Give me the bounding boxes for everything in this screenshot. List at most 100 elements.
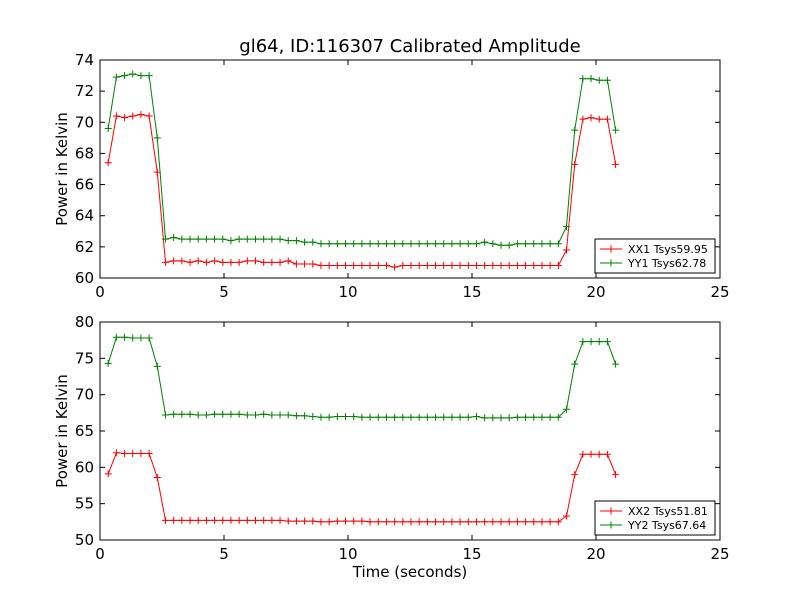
- data-point-marker: [301, 260, 309, 268]
- data-point-marker: [276, 258, 284, 266]
- data-point-marker: [358, 240, 366, 248]
- data-point-marker: [481, 414, 489, 422]
- data-point-marker: [170, 516, 178, 524]
- data-point-marker: [571, 126, 579, 134]
- x-tick-label: 10: [338, 545, 357, 563]
- data-point-marker: [309, 517, 317, 525]
- data-point-marker: [170, 257, 178, 265]
- data-point-marker: [112, 449, 120, 457]
- data-point-marker: [211, 235, 219, 243]
- data-point-marker: [612, 360, 620, 368]
- x-tick-label: 0: [95, 283, 105, 301]
- data-point-marker: [579, 450, 587, 458]
- data-point-marker: [243, 411, 251, 419]
- data-point-marker: [522, 413, 530, 421]
- x-tick-label: 0: [95, 545, 105, 563]
- data-point-marker: [145, 334, 153, 342]
- series-1: [104, 111, 620, 271]
- data-point-marker: [456, 413, 464, 421]
- y-tick-label: 66: [75, 176, 94, 194]
- data-point-marker: [382, 262, 390, 270]
- data-point-marker: [407, 518, 415, 526]
- x-tick-label: 15: [462, 545, 481, 563]
- data-point-marker: [161, 516, 169, 524]
- data-point-marker: [399, 262, 407, 270]
- data-point-marker: [251, 411, 259, 419]
- legend-marker: [607, 259, 615, 267]
- data-point-marker: [423, 262, 431, 270]
- data-point-marker: [333, 240, 341, 248]
- data-point-marker: [407, 240, 415, 248]
- data-point-marker: [391, 413, 399, 421]
- data-point-marker: [538, 413, 546, 421]
- data-point-marker: [153, 362, 161, 370]
- data-point-marker: [186, 410, 194, 418]
- data-point-marker: [251, 257, 259, 265]
- data-point-marker: [268, 516, 276, 524]
- data-point-marker: [129, 112, 137, 120]
- data-point-marker: [571, 160, 579, 168]
- y-tick-label: 62: [75, 238, 94, 256]
- y-tick-label: 70: [75, 386, 94, 404]
- data-point-marker: [538, 262, 546, 270]
- data-point-marker: [358, 262, 366, 270]
- data-point-marker: [186, 258, 194, 266]
- y-tick-label: 70: [75, 113, 94, 131]
- data-point-marker: [268, 235, 276, 243]
- data-point-marker: [325, 262, 333, 270]
- data-point-marker: [366, 240, 374, 248]
- data-point-marker: [407, 262, 415, 270]
- data-point-marker: [546, 413, 554, 421]
- data-point-marker: [170, 234, 178, 242]
- data-point-marker: [522, 240, 530, 248]
- data-point-marker: [276, 411, 284, 419]
- data-point-marker: [432, 262, 440, 270]
- data-point-marker: [603, 450, 611, 458]
- data-point-marker: [243, 516, 251, 524]
- data-point-marker: [571, 471, 579, 479]
- data-point-marker: [301, 517, 309, 525]
- data-point-marker: [423, 518, 431, 526]
- data-point-marker: [104, 359, 112, 367]
- data-point-marker: [391, 518, 399, 526]
- legend-marker: [607, 507, 615, 515]
- data-point-marker: [415, 413, 423, 421]
- data-point-marker: [391, 263, 399, 271]
- data-point-marker: [513, 240, 521, 248]
- data-point-marker: [161, 411, 169, 419]
- data-point-marker: [530, 518, 538, 526]
- data-point-marker: [284, 257, 292, 265]
- legend-marker: [607, 521, 615, 529]
- data-point-marker: [587, 450, 595, 458]
- data-point-marker: [374, 413, 382, 421]
- x-tick-label: 5: [219, 545, 229, 563]
- data-point-marker: [399, 413, 407, 421]
- data-point-marker: [538, 240, 546, 248]
- data-point-marker: [153, 474, 161, 482]
- data-point-marker: [448, 262, 456, 270]
- data-point-marker: [399, 518, 407, 526]
- data-point-marker: [211, 410, 219, 418]
- data-point-marker: [497, 262, 505, 270]
- data-point-marker: [137, 111, 145, 118]
- data-point-marker: [121, 333, 129, 341]
- data-point-marker: [276, 516, 284, 524]
- data-point-marker: [194, 257, 202, 265]
- data-point-marker: [595, 76, 603, 84]
- series-1: [104, 449, 620, 526]
- data-point-marker: [178, 235, 186, 243]
- data-point-marker: [464, 413, 472, 421]
- data-point-marker: [358, 413, 366, 421]
- data-point-marker: [603, 338, 611, 346]
- data-point-marker: [301, 412, 309, 420]
- data-point-marker: [374, 240, 382, 248]
- data-point-marker: [587, 114, 595, 122]
- data-point-marker: [202, 235, 210, 243]
- data-point-marker: [554, 518, 562, 526]
- data-point-marker: [489, 262, 497, 270]
- data-point-marker: [121, 72, 129, 80]
- x-tick-label: 10: [338, 283, 357, 301]
- data-point-marker: [202, 516, 210, 524]
- data-point-marker: [497, 518, 505, 526]
